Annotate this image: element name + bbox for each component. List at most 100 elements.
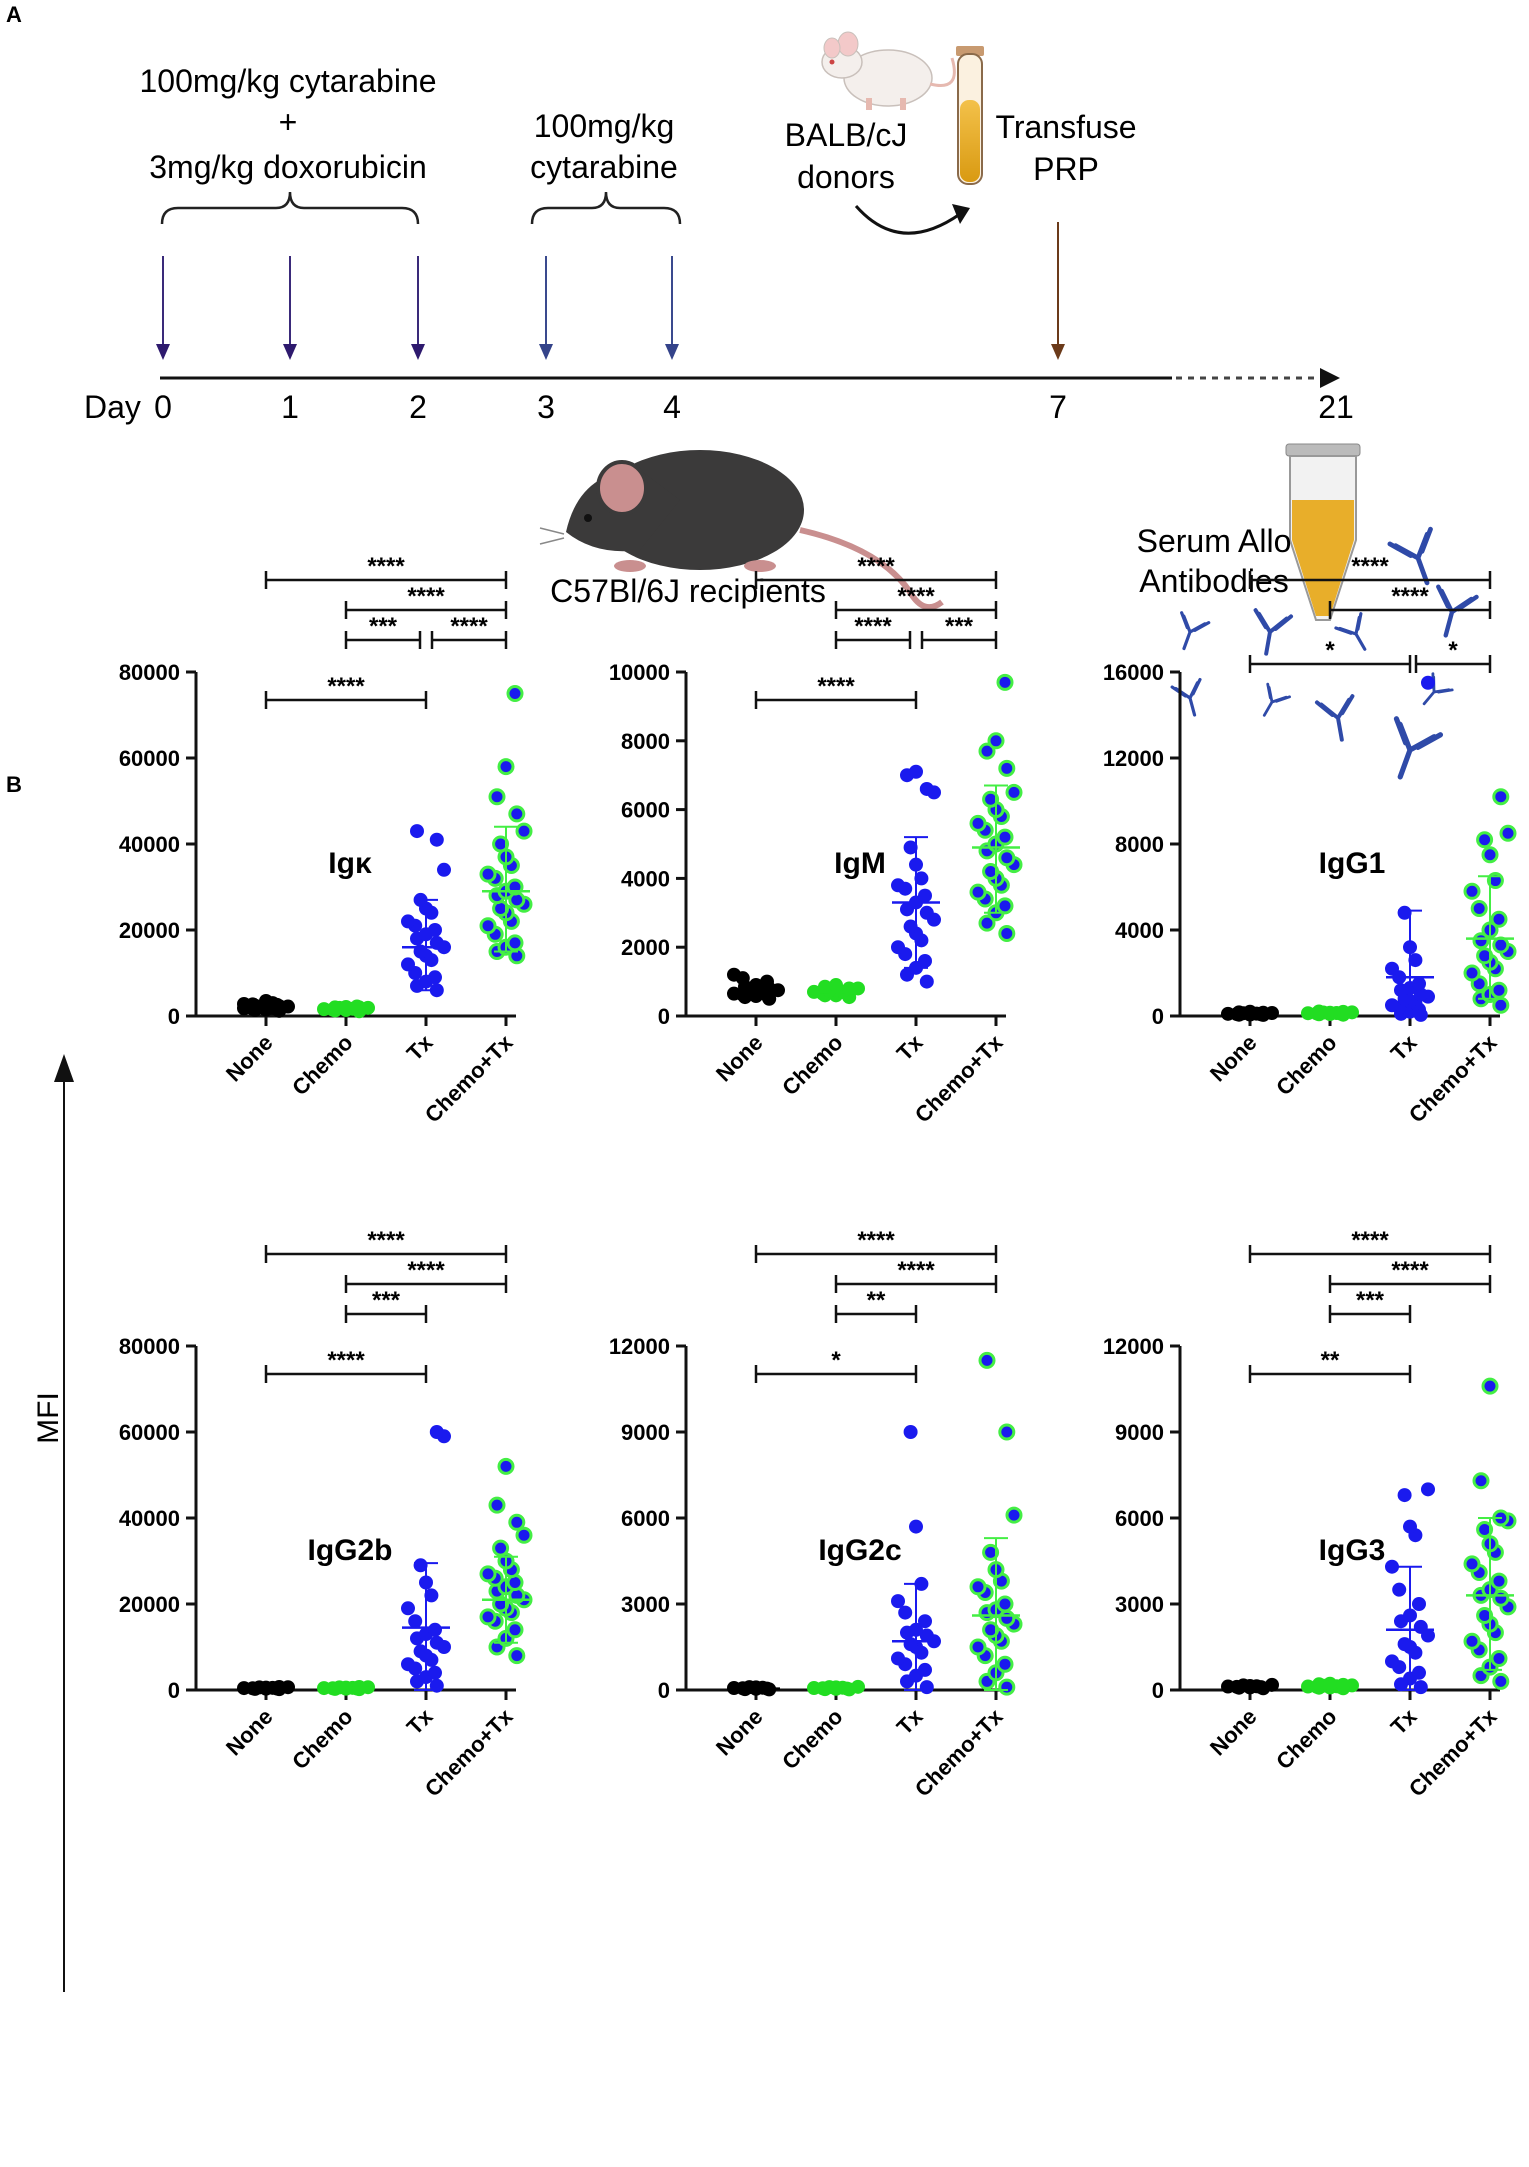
significance-bracket: ** [834, 1287, 918, 1323]
data-point [891, 1594, 905, 1609]
data-point [429, 832, 444, 847]
significance-label: **** [407, 583, 445, 610]
data-point [1490, 910, 1508, 928]
data-point [891, 940, 905, 955]
brace-days-3-4 [530, 191, 682, 225]
significance-bracket: **** [834, 613, 912, 649]
significance-bracket: * [1414, 637, 1492, 673]
data-point [1413, 987, 1428, 1002]
y-tick-label: 0 [1152, 1678, 1164, 1703]
y-tick-label: 20000 [119, 1592, 180, 1617]
data-point [428, 1622, 442, 1637]
data-point [1265, 1677, 1279, 1692]
x-tick-label: Chemo+Tx [420, 1029, 518, 1127]
significance-label: **** [367, 1227, 405, 1254]
data-point [508, 1513, 526, 1531]
significance-label: ** [867, 1287, 886, 1314]
data-point [909, 1519, 923, 1534]
serum-tube-icon [1285, 443, 1361, 621]
y-tick-label: 6000 [621, 1506, 670, 1531]
antibody-icon [1436, 584, 1479, 638]
y-tick-label: 20000 [119, 918, 180, 943]
x-tick-label: Chemo [287, 1030, 357, 1100]
antibody-icon [1393, 716, 1444, 780]
data-point [428, 1665, 442, 1680]
data-point [919, 1628, 934, 1643]
significance-label: **** [450, 613, 488, 640]
significance-label: **** [1351, 1227, 1389, 1254]
x-tick-label: Tx [892, 1703, 928, 1739]
data-point [1232, 1005, 1246, 1020]
data-point [1472, 932, 1490, 950]
data-point [479, 1608, 497, 1626]
data-point [903, 1425, 918, 1439]
x-tick-label: Tx [402, 1029, 438, 1065]
y-tick-label: 40000 [119, 832, 180, 857]
mfi-label: MFI [32, 1392, 65, 1444]
series-none [237, 1679, 295, 1697]
series-tx [1385, 1482, 1435, 1695]
data-point [1397, 1488, 1412, 1503]
significance-bracket: **** [1248, 553, 1492, 589]
significance-label: * [831, 1347, 841, 1374]
series-chemotx [969, 673, 1023, 942]
x-tick-label: Tx [402, 1703, 438, 1739]
y-tick-label: 9000 [1115, 1420, 1164, 1445]
chart-igg2b: IgG2b 0 20000 40000 60000 80000 None Chemo TxChe… [119, 1227, 533, 1802]
data-point [410, 824, 424, 839]
data-point [1470, 900, 1488, 917]
x-tick-label: Chemo [777, 1030, 847, 1100]
y-tick-label: 3000 [621, 1592, 670, 1617]
prp-tube-icon [956, 46, 984, 185]
significance-label: * [1325, 637, 1335, 664]
data-point [919, 905, 934, 920]
day-7: 7 [1049, 389, 1067, 425]
significance-bracket: *** [344, 1287, 428, 1323]
donors-line1: BALB/cJ [785, 117, 908, 153]
antibody-icon [1314, 694, 1355, 742]
data-point [727, 986, 741, 1001]
data-point [1397, 1637, 1412, 1652]
y-tick-label: 8000 [621, 729, 670, 754]
data-point [429, 1425, 444, 1439]
significance-label: **** [1351, 553, 1389, 580]
panel-a-label: A [6, 2, 22, 27]
y-tick-label: 0 [658, 1678, 670, 1703]
data-point [1476, 947, 1494, 965]
data-point [1336, 1004, 1351, 1019]
significance-label: *** [372, 1287, 401, 1314]
data-point [437, 862, 451, 877]
data-point [488, 1496, 506, 1514]
data-point [479, 1565, 497, 1583]
data-point [515, 822, 533, 840]
data-point [1385, 1559, 1399, 1574]
significance-label: *** [1356, 1287, 1385, 1314]
data-point [998, 849, 1016, 867]
chart-title: IgM [834, 847, 886, 880]
data-point [1421, 675, 1435, 690]
data-point [1476, 1520, 1494, 1538]
significance-label: **** [367, 553, 405, 580]
data-point [1476, 831, 1494, 849]
significance-bracket: **** [344, 1257, 508, 1293]
y-tick-label: 60000 [119, 1420, 180, 1445]
data-point [727, 967, 741, 982]
data-point [969, 1638, 987, 1656]
data-point [497, 1457, 515, 1475]
data-point [996, 828, 1014, 846]
significance-label: ** [1321, 1347, 1340, 1374]
x-tick-label: Chemo [287, 1704, 357, 1774]
significance-label: **** [327, 1347, 365, 1374]
data-point [350, 999, 364, 1014]
series-chemo [807, 1679, 865, 1697]
significance-bracket: ** [1248, 1347, 1412, 1383]
data-point [978, 742, 996, 760]
x-tick-label: Chemo+Tx [1404, 1703, 1502, 1801]
chart-title: IgG3 [1319, 1534, 1386, 1567]
series-chemo [317, 1679, 375, 1697]
y-tick-label: 2000 [621, 935, 670, 960]
data-point [1397, 905, 1412, 920]
y-tick-label: 12000 [1103, 1334, 1164, 1359]
x-tick-label: Tx [892, 1029, 928, 1065]
